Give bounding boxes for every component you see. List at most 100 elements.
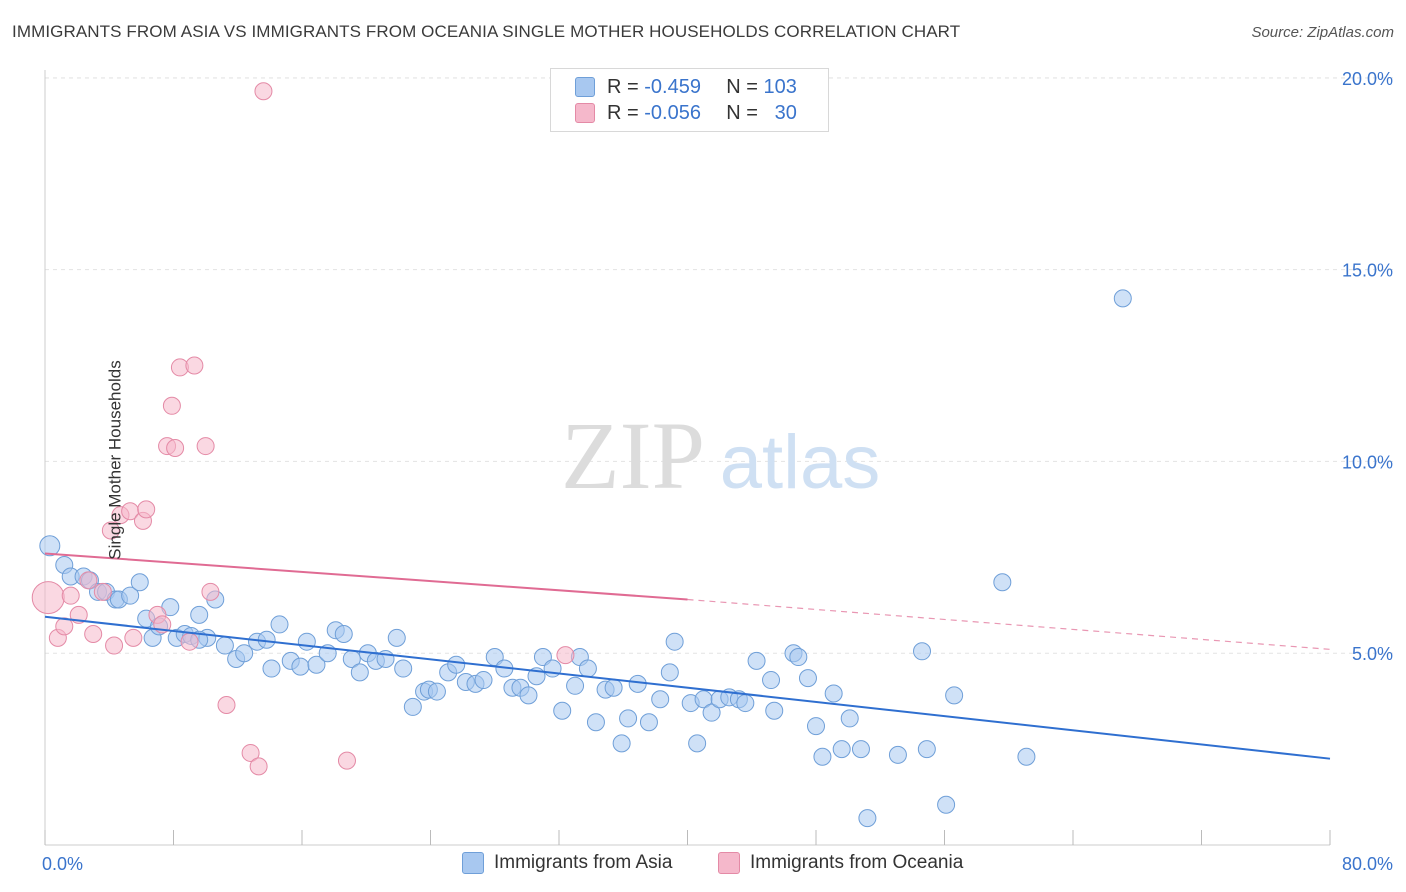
- legend-swatch-oceania: [575, 103, 595, 123]
- oceania-point: [180, 632, 199, 651]
- legend-swatch-asia: [575, 77, 595, 97]
- grid-lines: [45, 77, 1395, 654]
- asia-point: [604, 678, 623, 697]
- oceania-point: [337, 751, 356, 770]
- chart-title: IMMIGRANTS FROM ASIA VS IMMIGRANTS FROM …: [12, 22, 961, 41]
- oceania-point: [185, 356, 204, 375]
- asia-point: [566, 676, 585, 695]
- asia-point: [612, 734, 631, 753]
- asia-point: [334, 625, 353, 644]
- x-tick-label: 80.0%: [1342, 854, 1393, 874]
- asia-point: [762, 671, 781, 690]
- oceania-point: [105, 636, 124, 655]
- asia-point: [235, 644, 254, 663]
- y-tick-label: 20.0%: [1342, 69, 1393, 89]
- asia-point: [130, 573, 149, 592]
- asia-point: [427, 682, 446, 701]
- asia-point: [215, 636, 234, 655]
- asia-point: [447, 655, 466, 674]
- oceania-point: [55, 617, 74, 636]
- asia-point: [628, 674, 647, 693]
- asia-point: [639, 713, 658, 732]
- trend-line-oceania-extension: [687, 598, 1331, 650]
- asia-point: [474, 671, 493, 690]
- asia-point: [665, 632, 684, 651]
- asia-point: [747, 651, 766, 670]
- oceania-point: [201, 582, 220, 601]
- source-label: Source: ZipAtlas.com: [1251, 24, 1394, 41]
- asia-point: [533, 648, 552, 667]
- correlation-legend: R = -0.459 N = 103 R = -0.056 N = 30: [550, 68, 829, 132]
- legend-item-asia[interactable]: Immigrants from Asia: [462, 852, 672, 874]
- asia-point: [824, 684, 843, 703]
- asia-point: [937, 795, 956, 814]
- x-tick-label: 0.0%: [42, 854, 83, 874]
- watermark-zip: ZIP: [561, 402, 705, 509]
- y-tick-labels: 5.0% 10.0% 15.0% 20.0%: [1342, 69, 1393, 664]
- oceania-point: [79, 571, 98, 590]
- asia-point: [798, 669, 817, 688]
- asia-point: [553, 701, 572, 720]
- legend-label-oceania: Immigrants from Oceania: [750, 852, 964, 873]
- asia-point: [543, 659, 562, 678]
- asia-point: [190, 605, 209, 624]
- axes: [44, 70, 1331, 846]
- n-label: N =: [726, 75, 758, 98]
- asia-point: [660, 663, 679, 682]
- asia-point: [291, 657, 310, 676]
- asia-point: [807, 717, 825, 736]
- legend-row-asia: R = -0.459 N = 103: [575, 74, 797, 100]
- oceania-point: [241, 743, 260, 762]
- legend-label-asia: Immigrants from Asia: [494, 852, 673, 873]
- oceania-point: [31, 581, 65, 615]
- asia-point: [578, 659, 597, 678]
- oceania-point: [61, 586, 80, 605]
- oceania-point: [254, 82, 273, 101]
- asia-point: [993, 573, 1012, 592]
- asia-point: [765, 701, 784, 720]
- oceania-point: [124, 628, 143, 647]
- y-axis-label: Single Mother Households: [105, 360, 125, 560]
- asia-point: [832, 740, 851, 759]
- oceania-point: [249, 757, 268, 776]
- asia-point: [350, 663, 369, 682]
- asia-point: [858, 809, 877, 828]
- asia-point: [688, 734, 707, 753]
- legend-swatch-oceania: [718, 852, 740, 874]
- asia-point: [586, 713, 605, 732]
- asia-point: [403, 697, 422, 716]
- n-label: N =: [726, 101, 758, 124]
- y-tick-label: 15.0%: [1342, 261, 1393, 281]
- asia-point: [945, 686, 964, 705]
- asia-point: [394, 659, 413, 678]
- oceania-point: [556, 646, 575, 665]
- watermark-atlas: atlas: [720, 420, 881, 505]
- asia-point: [1113, 289, 1132, 308]
- oceania-point: [93, 582, 112, 601]
- asia-point: [913, 642, 932, 661]
- legend-swatch-asia: [462, 852, 484, 874]
- legend-item-oceania[interactable]: Immigrants from Oceania: [718, 852, 963, 874]
- asia-point: [702, 703, 721, 722]
- asia-point: [619, 709, 638, 728]
- asia-point: [917, 740, 936, 759]
- asia-point: [262, 659, 281, 678]
- asia-point: [888, 745, 907, 764]
- watermark: ZIP atlas: [561, 402, 880, 509]
- trend-line-oceania: [44, 552, 688, 601]
- asia-point: [813, 747, 832, 766]
- y-tick-label: 10.0%: [1342, 452, 1393, 472]
- asia-point: [840, 709, 859, 728]
- series-legend: Immigrants from Asia Immigrants from Oce…: [0, 852, 1406, 878]
- trend-lines: [44, 552, 1331, 760]
- asia-point: [1017, 747, 1036, 766]
- r-label: R =: [607, 75, 639, 98]
- asia-point: [519, 686, 538, 705]
- n-value: 103: [763, 75, 797, 98]
- series-oceania-points: [31, 82, 575, 776]
- asia-point: [297, 632, 316, 651]
- oceania-point: [137, 500, 156, 519]
- r-value: -0.459: [644, 75, 701, 98]
- asia-point: [307, 655, 326, 674]
